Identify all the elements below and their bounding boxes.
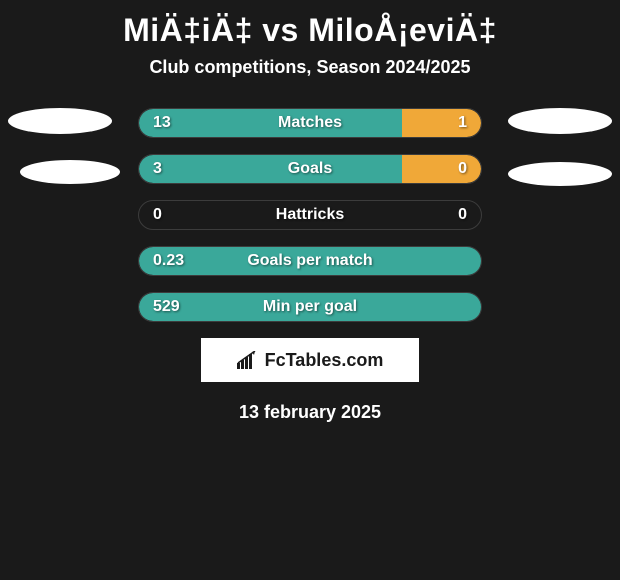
- bar-fill-left: [139, 109, 402, 137]
- logo-label: FcTables.com: [265, 350, 384, 371]
- logo-box: FcTables.com: [201, 338, 419, 382]
- bar-value-right: 0: [458, 160, 467, 178]
- bar-value-left: 13: [153, 114, 171, 132]
- bar-value-left: 0: [153, 206, 162, 224]
- bar-row: Min per goal 529: [138, 292, 482, 322]
- bar-value-right: 1: [458, 114, 467, 132]
- bar-value-left: 3: [153, 160, 162, 178]
- bar-row: Goals 3 0: [138, 154, 482, 184]
- bar-fill-right: [402, 109, 481, 137]
- bar-row: Matches 13 1: [138, 108, 482, 138]
- avatar-right-body: [508, 162, 612, 186]
- bar-label: Goals per match: [247, 252, 372, 270]
- bar-row: Hattricks 0 0: [138, 200, 482, 230]
- avatar-right-head: [508, 108, 612, 134]
- avatar-left: [8, 108, 120, 184]
- avatar-left-body: [20, 160, 120, 184]
- bar-value-left: 529: [153, 298, 180, 316]
- bar-value-right: 0: [458, 206, 467, 224]
- bar-label: Goals: [288, 160, 332, 178]
- date-text: 13 february 2025: [0, 402, 620, 423]
- comparison-container: Matches 13 1 Goals 3 0 Hattricks 0 0 Goals per ma…: [0, 108, 620, 322]
- bar-fill-right: [402, 155, 481, 183]
- bar-fill-left: [139, 155, 402, 183]
- chart-bars-icon: [237, 351, 259, 369]
- avatar-right: [508, 108, 612, 186]
- bar-value-left: 0.23: [153, 252, 184, 270]
- page-title: MiÄ‡iÄ‡ vs MiloÅ¡eviÄ‡: [0, 0, 620, 57]
- bars-area: Matches 13 1 Goals 3 0 Hattricks 0 0 Goals per ma…: [138, 108, 482, 322]
- bar-label: Matches: [278, 114, 342, 132]
- logo-text: FcTables.com: [237, 350, 384, 371]
- bar-row: Goals per match 0.23: [138, 246, 482, 276]
- bar-label: Min per goal: [263, 298, 357, 316]
- avatar-left-head: [8, 108, 112, 134]
- bar-label: Hattricks: [276, 206, 344, 224]
- page-subtitle: Club competitions, Season 2024/2025: [0, 57, 620, 78]
